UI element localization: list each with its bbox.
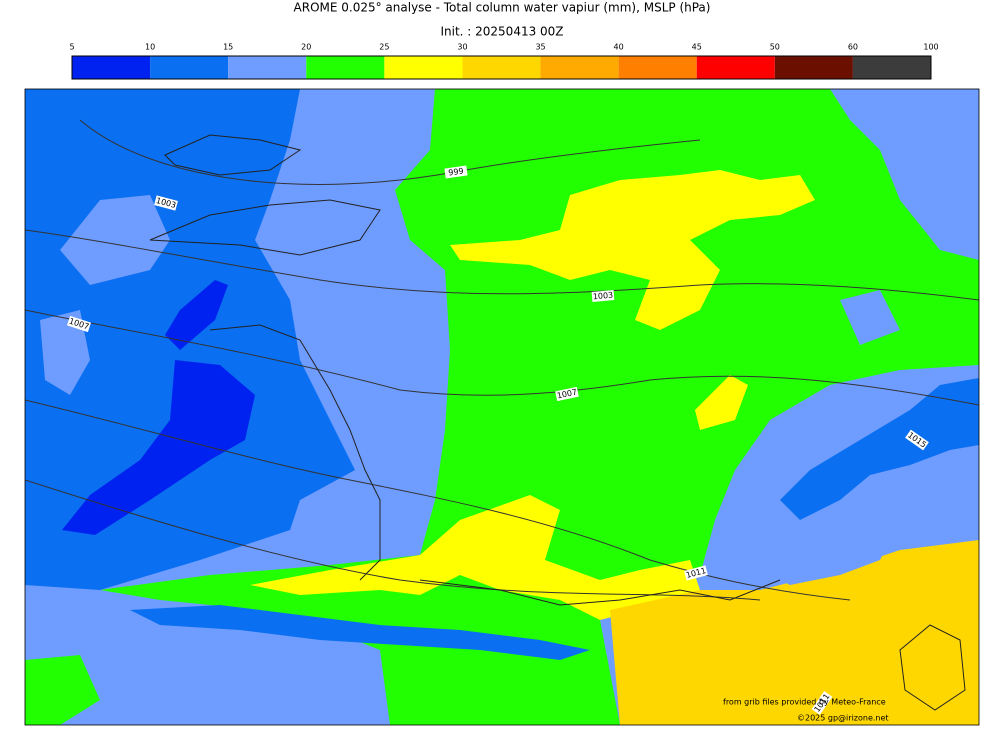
colorbar-segment <box>72 56 151 79</box>
colorbar-tick-label: 30 <box>457 43 467 52</box>
colorbar-tick-label: 60 <box>848 43 858 52</box>
map <box>25 89 979 725</box>
isobar-label-text: 1003 <box>592 291 613 302</box>
yellow-north <box>450 170 815 330</box>
yellow-center <box>250 375 748 620</box>
colorbar-segment <box>150 56 229 79</box>
colorbar-tick-label: 25 <box>379 43 389 52</box>
colorbar-segment <box>384 56 463 79</box>
east-light-patches <box>830 89 979 345</box>
colorbar-tick-label: 10 <box>145 43 155 52</box>
colorbar-segment <box>618 56 697 79</box>
spain-green-patch <box>25 655 100 725</box>
colorbar-tick-label: 45 <box>692 43 702 52</box>
colorbar-tick-label: 15 <box>223 43 233 52</box>
colorbar-segment <box>540 56 619 79</box>
isobar-label-bg <box>684 565 708 581</box>
isobar-label: 1011 <box>684 565 708 581</box>
isobar-label-text: 999 <box>448 166 464 177</box>
pyrenees-blue <box>130 605 590 660</box>
colorbar-tick-label: 5 <box>69 43 74 52</box>
isobar-label-bg <box>444 165 468 179</box>
isobar-label-bg <box>66 315 92 333</box>
isobar-label: 1007 <box>555 386 579 402</box>
colorbar-segment <box>306 56 385 79</box>
map-frame <box>24 88 980 726</box>
credit-source: from grib files provided by Meteo-France <box>723 698 886 707</box>
colorbar-segment <box>696 56 775 79</box>
colorbar-tick-label: 100 <box>923 43 938 52</box>
ocean-dark-band <box>62 280 255 535</box>
colorbar-tick-label: 20 <box>301 43 311 52</box>
isobar-label-bg <box>555 386 579 402</box>
land-green <box>100 89 979 725</box>
colorbar-segment <box>228 56 307 79</box>
isobar-label: 1003 <box>154 195 178 211</box>
colorbar: 5 10 15 20 25 30 35 40 45 50 60 100 <box>69 43 939 80</box>
isobar-label: 999 <box>444 165 468 179</box>
coastlines <box>149 134 966 711</box>
isobar-label-bg <box>811 691 833 715</box>
colorbar-segment <box>774 56 853 79</box>
mediterranean-gold <box>610 540 979 725</box>
colorbar-tick-label: 50 <box>770 43 780 52</box>
isobars <box>25 119 979 601</box>
credit-copyright: ©2025 gp@irizone.net <box>797 714 889 723</box>
colorbar-segment <box>462 56 541 79</box>
colorbar-segment <box>852 56 931 79</box>
isobar-label-text: 1007 <box>556 387 578 400</box>
isobar-label-bg <box>591 290 615 302</box>
colorbar-frame <box>71 55 932 80</box>
colorbar-tick-label: 35 <box>535 43 545 52</box>
title: AROME 0.025° analyse - Total column wate… <box>294 1 711 15</box>
colorbar-tick-label: 40 <box>614 43 624 52</box>
init-time: Init. : 20250413 00Z <box>440 25 563 39</box>
isobar-label-bg <box>905 429 929 451</box>
isobar-label: 1003 <box>591 290 615 302</box>
ocean-light-patch <box>40 195 170 395</box>
isobar-label-bg <box>154 195 178 211</box>
alps-dark <box>780 378 979 520</box>
